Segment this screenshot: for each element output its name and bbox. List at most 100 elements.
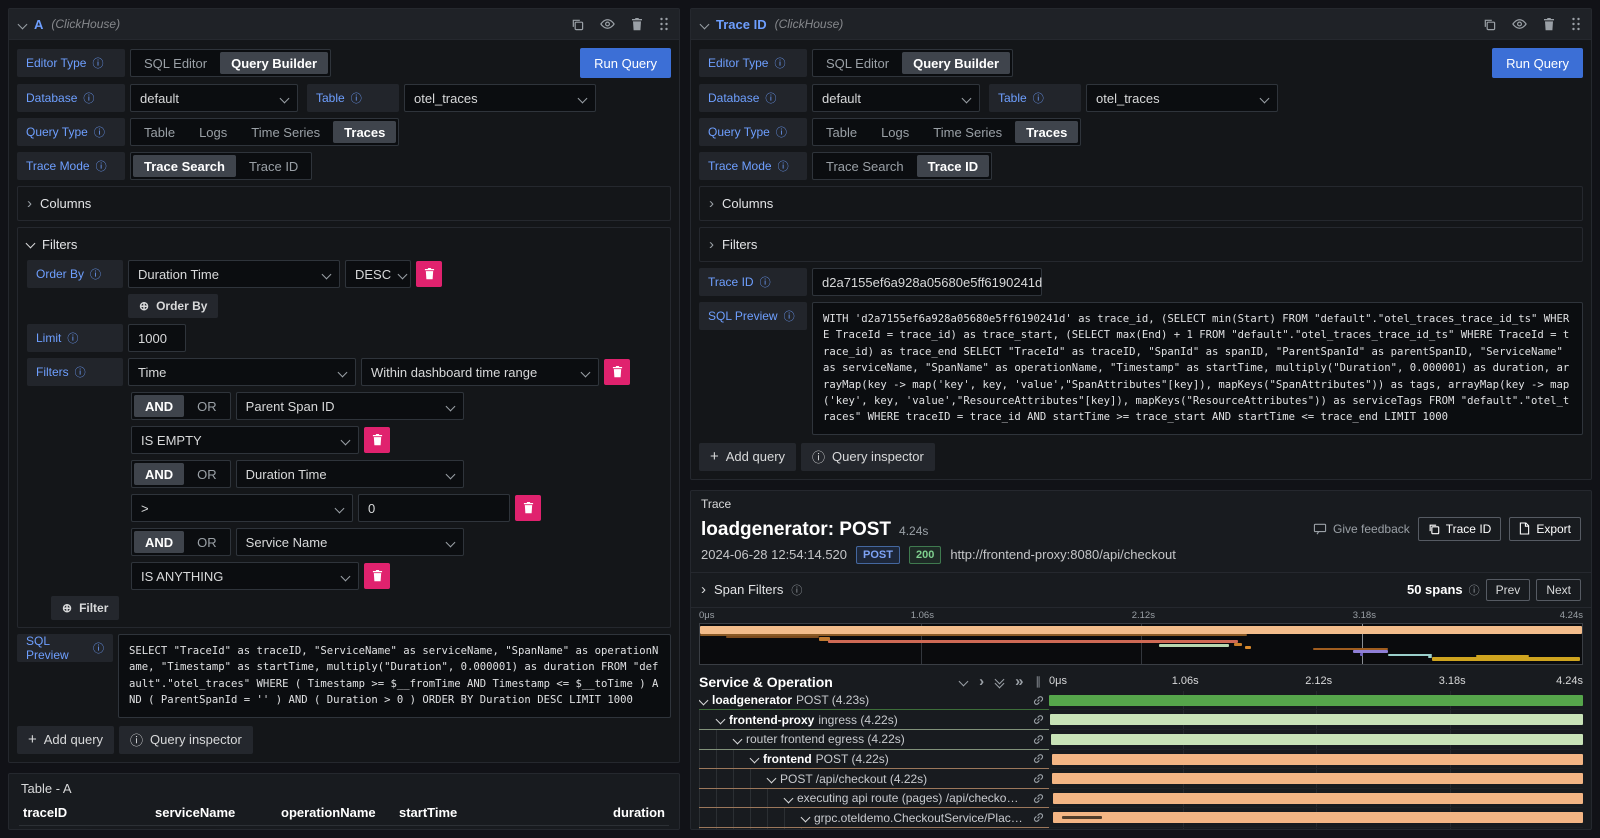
span-row[interactable]: loadgeneratorPOST (4.23s)	[699, 691, 1583, 711]
query-type-toggle-option-table[interactable]: Table	[133, 121, 186, 143]
span-row[interactable]: router frontend egress (4.22s)	[699, 730, 1583, 750]
info-icon[interactable]: ⓘ	[791, 582, 802, 598]
bool-option-and[interactable]: AND	[134, 395, 184, 417]
span-filters-label[interactable]: Span Filters	[714, 582, 783, 597]
trace-id-copy-button[interactable]: Trace ID	[1418, 517, 1502, 541]
columns-section-header[interactable]: ›Columns	[709, 194, 1573, 213]
query-type-toggle-option-traces[interactable]: Traces	[1015, 121, 1078, 143]
chevron-down-icon[interactable]	[801, 813, 811, 823]
span-name-cell[interactable]: frontendPOST (4.22s)	[699, 750, 1049, 770]
span-duration-bar[interactable]	[1052, 754, 1583, 765]
info-icon[interactable]: ⓘ	[96, 158, 107, 174]
condition-operator-select[interactable]: IS EMPTY	[131, 426, 359, 454]
info-icon[interactable]: ⓘ	[774, 55, 785, 71]
expand-all-icon[interactable]: »	[1015, 674, 1023, 689]
condition-field-select[interactable]: Service Name	[236, 528, 464, 556]
info-icon[interactable]: ⓘ	[765, 90, 776, 106]
span-row[interactable]: dns.lookup (65.57ms)65.57ms	[699, 828, 1583, 829]
condition-operator-select[interactable]: >	[131, 494, 353, 522]
span-name-cell[interactable]: dns.lookup (65.57ms)	[699, 828, 1049, 829]
drag-handle-icon[interactable]	[1571, 17, 1581, 31]
chevron-right-icon[interactable]: ›	[701, 582, 706, 597]
span-link-icon[interactable]	[1028, 752, 1049, 765]
bool-option-or[interactable]: OR	[186, 395, 228, 417]
span-name-cell[interactable]: POST /api/checkout (4.22s)	[699, 769, 1049, 789]
duplicate-query-icon[interactable]	[1483, 18, 1496, 31]
span-bar-cell[interactable]	[1049, 769, 1583, 789]
chevron-down-icon[interactable]	[750, 754, 760, 764]
info-icon[interactable]: ⓘ	[1033, 90, 1044, 106]
bool-option-and[interactable]: AND	[134, 531, 184, 553]
info-icon[interactable]: ⓘ	[67, 330, 78, 346]
order-by-direction-select[interactable]: DESC	[345, 260, 411, 288]
disable-query-eye-icon[interactable]	[600, 18, 615, 30]
span-link-icon[interactable]	[1028, 811, 1049, 824]
filters-section-header[interactable]: Filters	[27, 235, 661, 254]
run-query-button[interactable]: Run Query	[580, 48, 671, 78]
duplicate-query-icon[interactable]	[571, 18, 584, 31]
span-duration-bar[interactable]	[1050, 714, 1583, 725]
span-link-icon[interactable]	[1028, 792, 1049, 805]
span-duration-bar[interactable]	[1053, 793, 1583, 804]
span-row[interactable]: frontend-proxyingress (4.22s)	[699, 710, 1583, 730]
export-button[interactable]: Export	[1509, 517, 1581, 541]
delete-query-trash-icon[interactable]	[1543, 18, 1555, 31]
query-type-toggle-option-time-series[interactable]: Time Series	[240, 121, 331, 143]
column-header-duration[interactable]: duration	[577, 800, 669, 826]
filter-value-select[interactable]: Within dashboard time range	[361, 358, 599, 386]
span-name-cell[interactable]: router frontend egress (4.22s)	[699, 730, 1049, 750]
column-header-starttime[interactable]: startTime	[395, 800, 577, 826]
collapse-all-icon[interactable]	[996, 676, 1003, 687]
condition-value-input[interactable]: 0	[358, 494, 510, 522]
info-icon[interactable]: ⓘ	[776, 124, 787, 140]
chevron-down-icon[interactable]	[784, 793, 794, 803]
span-duration-bar[interactable]	[1051, 734, 1583, 745]
column-header-servicename[interactable]: serviceName	[151, 800, 277, 826]
trace-mode-toggle-option-trace-id[interactable]: Trace ID	[917, 155, 990, 177]
info-icon[interactable]: ⓘ	[90, 266, 101, 282]
query-type-toggle-option-table[interactable]: Table	[815, 121, 868, 143]
column-resize-handle[interactable]: ∥	[1036, 675, 1042, 688]
editor-type-toggle-option-query-builder[interactable]: Query Builder	[220, 52, 328, 74]
drag-handle-icon[interactable]	[659, 17, 669, 31]
trace-id-input[interactable]: d2a7155ef6a928a05680e5ff6190241d	[812, 268, 1042, 296]
info-icon[interactable]: ⓘ	[351, 90, 362, 106]
table-select[interactable]: otel_traces	[1086, 84, 1278, 112]
info-icon[interactable]: ⓘ	[93, 640, 104, 656]
query-type-toggle-option-logs[interactable]: Logs	[870, 121, 920, 143]
column-header-operationname[interactable]: operationName	[277, 800, 395, 826]
editor-type-toggle-option-sql-editor[interactable]: SQL Editor	[815, 52, 900, 74]
span-duration-bar[interactable]	[1052, 773, 1583, 784]
span-bar-cell[interactable]	[1049, 808, 1583, 828]
collapse-query-icon[interactable]	[700, 19, 710, 29]
remove-order-by-button[interactable]	[416, 261, 442, 287]
query-type-toggle-option-traces[interactable]: Traces	[333, 121, 396, 143]
prev-span-button[interactable]: Prev	[1486, 579, 1531, 601]
span-duration-bar[interactable]	[1049, 695, 1583, 706]
delete-query-trash-icon[interactable]	[631, 18, 643, 31]
span-row[interactable]: frontendPOST (4.22s)	[699, 750, 1583, 770]
query-inspector-button[interactable]: ⓘQuery inspector	[119, 726, 253, 754]
info-icon[interactable]: ⓘ	[83, 90, 94, 106]
editor-type-toggle-option-sql-editor[interactable]: SQL Editor	[133, 52, 218, 74]
span-bar-cell[interactable]	[1049, 710, 1583, 730]
span-name-cell[interactable]: loadgeneratorPOST (4.23s)	[699, 691, 1049, 711]
limit-input[interactable]: 1000	[128, 324, 186, 352]
span-name-cell[interactable]: executing api route (pages) /api/checkou…	[699, 789, 1049, 809]
trace-mode-toggle-option-trace-search[interactable]: Trace Search	[133, 155, 236, 177]
add-filter-button[interactable]: ⊕Filter	[51, 596, 119, 620]
remove-condition-button[interactable]	[364, 427, 390, 453]
trace-mode-toggle-option-trace-id[interactable]: Trace ID	[238, 155, 309, 177]
condition-field-select[interactable]: Duration Time	[236, 460, 464, 488]
bool-option-or[interactable]: OR	[186, 531, 228, 553]
chevron-down-icon[interactable]	[733, 734, 743, 744]
condition-operator-select[interactable]: IS ANYTHING	[131, 562, 359, 590]
span-link-icon[interactable]	[1028, 772, 1049, 785]
span-row[interactable]: executing api route (pages) /api/checkou…	[699, 789, 1583, 809]
info-icon[interactable]: ⓘ	[784, 308, 795, 324]
span-bar-cell[interactable]	[1049, 730, 1583, 750]
info-icon[interactable]: ⓘ	[94, 124, 105, 140]
span-row[interactable]: POST /api/checkout (4.22s)	[699, 769, 1583, 789]
collapse-one-icon[interactable]	[959, 677, 969, 687]
bool-option-and[interactable]: AND	[134, 463, 184, 485]
